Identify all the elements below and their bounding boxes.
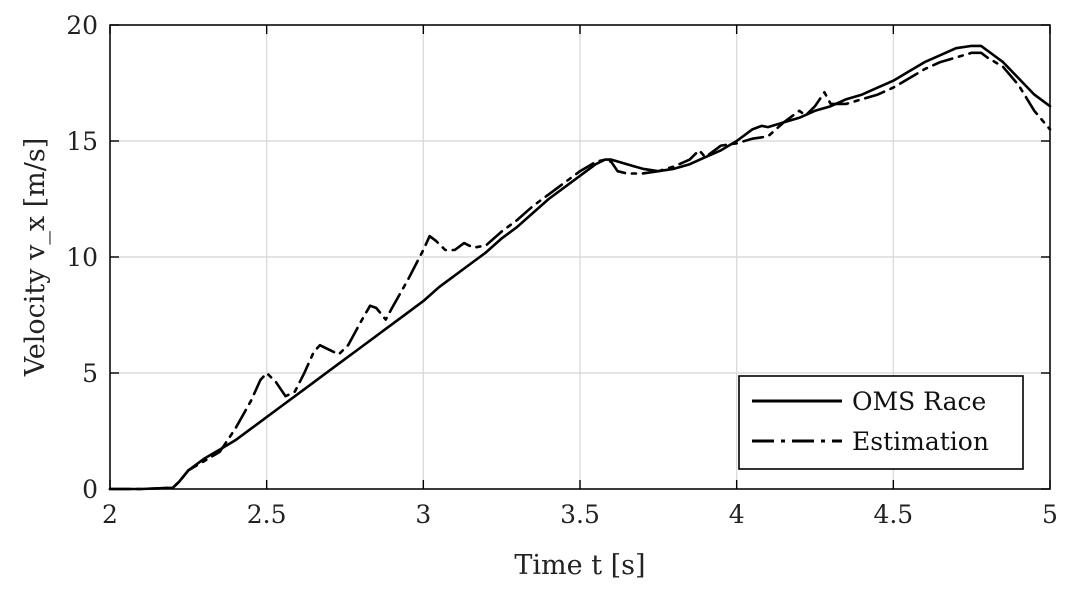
y-tick-label: 0 — [82, 475, 98, 504]
y-tick-label: 20 — [66, 11, 98, 40]
legend: OMS Race Estimation — [738, 375, 1024, 470]
legend-box — [738, 375, 1024, 470]
series-line-estimation — [108, 51, 1052, 491]
y-tick-label: 5 — [82, 359, 98, 388]
x-tick-label: 5 — [1042, 500, 1058, 529]
x-tick-label: 2.5 — [247, 500, 287, 529]
plot-series — [108, 44, 1052, 491]
y-axis-label: Velocity v_x [m/s] — [20, 138, 51, 378]
x-tick-label: 3 — [415, 500, 431, 529]
x-axis-label: Time t [s] — [514, 550, 645, 581]
y-tick-label: 10 — [66, 243, 98, 272]
series-line-oms-race — [108, 44, 1052, 491]
axis-ticks: 2 2.5 3 3.5 4 4.5 5 0 5 10 15 20 — [66, 11, 1058, 529]
y-tick-label: 15 — [66, 127, 98, 156]
x-tick-label: 4 — [729, 500, 745, 529]
x-tick-label: 3.5 — [560, 500, 600, 529]
legend-label-estimation: Estimation — [852, 427, 989, 456]
x-tick-label: 4.5 — [873, 500, 913, 529]
x-tick-label: 2 — [102, 500, 118, 529]
legend-label-oms-race: OMS Race — [852, 387, 986, 416]
